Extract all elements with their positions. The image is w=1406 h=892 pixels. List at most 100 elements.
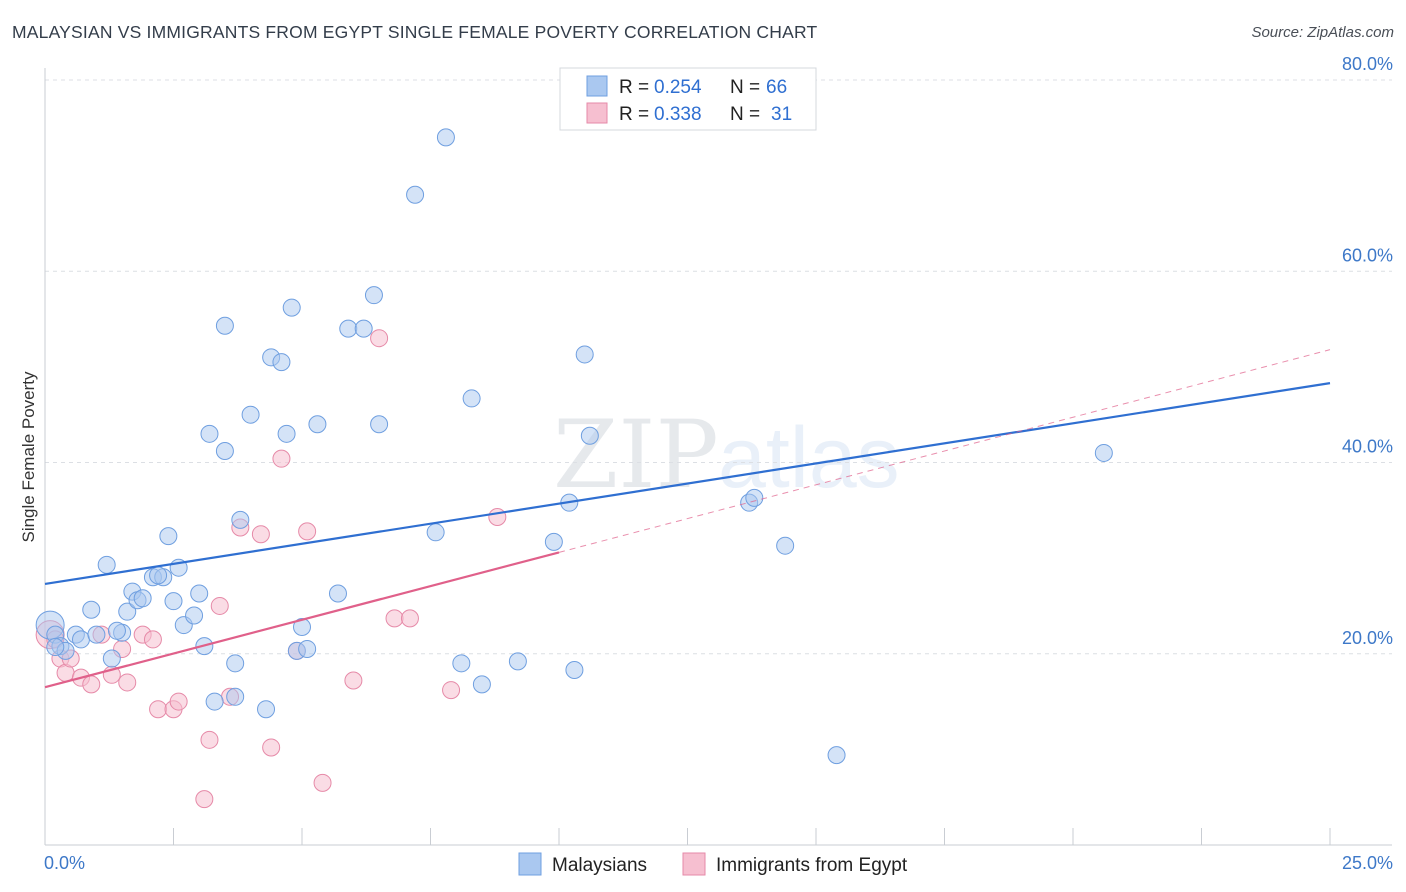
legend-box: R = 0.254 N = 66 R = 0.338 N = 31 bbox=[559, 67, 817, 131]
point-malaysian bbox=[328, 584, 347, 603]
bottom-legend: Malaysians Immigrants from Egypt bbox=[518, 852, 908, 876]
trend-line-egypt-extension bbox=[558, 349, 1331, 553]
point-malaysian bbox=[370, 415, 389, 434]
point-malaysian bbox=[190, 584, 209, 603]
point-egypt bbox=[370, 329, 389, 348]
bottom-legend-label-egypt: Immigrants from Egypt bbox=[716, 855, 908, 876]
point-egypt bbox=[251, 525, 270, 544]
legend-n-value-1: 66 bbox=[766, 77, 787, 98]
point-malaysian bbox=[406, 185, 425, 204]
point-malaysian bbox=[133, 589, 152, 608]
point-egypt bbox=[262, 738, 281, 757]
point-malaysian bbox=[205, 692, 224, 711]
axes: 20.0% 40.0% 60.0% 80.0% 0.0% 25.0% bbox=[44, 54, 1393, 873]
point-malaysian bbox=[107, 621, 126, 640]
trend-lines bbox=[44, 349, 1331, 689]
point-malaysian bbox=[71, 630, 90, 649]
point-malaysian bbox=[215, 442, 234, 461]
y-tick-label: 80.0% bbox=[1342, 54, 1393, 74]
point-malaysian bbox=[544, 532, 563, 551]
x-tick-label-max: 25.0% bbox=[1342, 853, 1393, 873]
legend-r-value-1: 0.254 bbox=[654, 77, 702, 98]
legend-r-value-2: 0.338 bbox=[654, 104, 702, 125]
point-malaysian bbox=[452, 654, 471, 673]
point-egypt bbox=[169, 692, 188, 711]
y-axis-label: Single Female Poverty bbox=[19, 371, 38, 543]
y-tick-label: 60.0% bbox=[1342, 245, 1393, 265]
legend-n-value-2: 31 bbox=[771, 104, 792, 125]
point-malaysian bbox=[364, 286, 383, 305]
point-malaysian bbox=[308, 415, 327, 434]
bottom-legend-swatch-malaysians bbox=[518, 852, 542, 876]
point-malaysian bbox=[565, 661, 584, 680]
chart-title: MALAYSIAN VS IMMIGRANTS FROM EGYPT SINGL… bbox=[12, 22, 818, 42]
point-malaysian bbox=[149, 566, 168, 585]
point-malaysian bbox=[776, 536, 795, 555]
grid bbox=[45, 79, 1392, 655]
point-malaysian bbox=[159, 527, 178, 546]
point-egypt bbox=[400, 609, 419, 628]
bottom-legend-swatch-egypt bbox=[682, 852, 706, 876]
point-malaysian bbox=[282, 298, 301, 317]
point-egypt bbox=[442, 681, 461, 700]
legend-r-label-2: R = bbox=[619, 104, 649, 125]
point-malaysian bbox=[118, 602, 137, 621]
point-malaysian bbox=[215, 316, 234, 335]
point-malaysian bbox=[231, 510, 250, 529]
point-malaysian bbox=[241, 405, 260, 424]
legend-swatch-egypt bbox=[586, 102, 608, 124]
point-malaysian bbox=[575, 345, 594, 364]
point-malaysian bbox=[226, 654, 245, 673]
point-malaysian bbox=[293, 617, 311, 636]
legend-r-label-1: R = bbox=[619, 77, 649, 98]
point-egypt bbox=[149, 700, 168, 719]
point-malaysian bbox=[472, 675, 491, 694]
point-malaysian bbox=[97, 555, 116, 574]
y-tick-label: 40.0% bbox=[1342, 437, 1393, 457]
watermark-zip: ZIP bbox=[553, 401, 719, 510]
point-malaysian bbox=[272, 353, 291, 372]
point-malaysian bbox=[200, 424, 219, 443]
point-malaysian bbox=[257, 700, 276, 719]
y-tick-label: 20.0% bbox=[1342, 628, 1393, 648]
point-egypt bbox=[272, 449, 291, 468]
point-malaysian bbox=[436, 128, 455, 147]
point-malaysian bbox=[226, 687, 245, 706]
point-egypt bbox=[344, 671, 363, 690]
point-malaysian bbox=[426, 523, 445, 542]
point-malaysian bbox=[827, 746, 846, 765]
point-malaysian bbox=[580, 426, 599, 445]
legend-n-label-2: N = bbox=[730, 104, 760, 125]
point-malaysian bbox=[462, 389, 481, 408]
point-malaysian bbox=[82, 600, 101, 619]
point-egypt bbox=[200, 730, 219, 749]
trend-line-malaysians bbox=[44, 382, 1331, 586]
point-malaysian bbox=[339, 319, 358, 338]
watermark: ZIP atlas bbox=[553, 401, 900, 510]
point-malaysian bbox=[745, 488, 764, 507]
point-egypt bbox=[118, 673, 137, 692]
point-egypt bbox=[298, 522, 317, 541]
point-egypt bbox=[385, 609, 404, 628]
point-malaysian bbox=[87, 625, 106, 644]
point-egypt bbox=[313, 773, 332, 792]
point-malaysian bbox=[102, 649, 121, 668]
watermark-atlas: atlas bbox=[718, 410, 900, 506]
x-tick-label-min: 0.0% bbox=[44, 853, 85, 873]
point-egypt bbox=[143, 630, 162, 649]
point-malaysian bbox=[1094, 443, 1113, 462]
series-malaysians bbox=[35, 128, 1113, 765]
chart-source: Source: ZipAtlas.com bbox=[1251, 24, 1394, 41]
legend-swatch-malaysians bbox=[586, 75, 608, 97]
point-malaysian bbox=[164, 592, 183, 611]
point-malaysian bbox=[277, 424, 296, 443]
point-malaysian bbox=[46, 638, 65, 657]
trend-line-egypt bbox=[44, 551, 560, 689]
point-malaysian bbox=[354, 319, 373, 338]
point-malaysian bbox=[298, 639, 317, 658]
point-egypt bbox=[488, 508, 507, 527]
point-malaysian bbox=[185, 606, 204, 625]
bottom-legend-label-malaysians: Malaysians bbox=[552, 855, 647, 876]
point-egypt bbox=[195, 790, 214, 809]
